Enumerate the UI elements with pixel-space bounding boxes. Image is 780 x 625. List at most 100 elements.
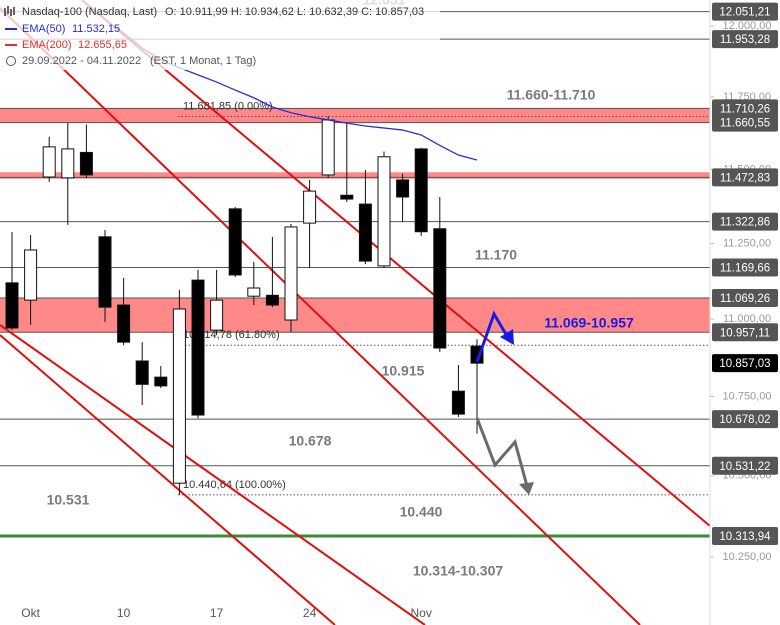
- candle-body: [433, 228, 447, 349]
- candle-body: [42, 146, 56, 178]
- legend-background: [0, 0, 440, 70]
- candle-body: [135, 360, 149, 385]
- y-tick-label: 10.750,00: [723, 390, 772, 402]
- annotation: 10.678: [289, 433, 332, 449]
- candle-icon: [4, 6, 15, 16]
- candle-body: [228, 208, 242, 276]
- candle-body: [284, 226, 298, 321]
- annotation: 10.531: [47, 492, 90, 508]
- candle-body: [358, 203, 372, 262]
- y-tick-label: 12.000,00: [723, 20, 772, 32]
- candle-body: [98, 236, 112, 308]
- level-label: 11.472,83: [720, 172, 770, 184]
- level-label: 11.322,86: [720, 217, 770, 229]
- period-note: (EST, 1 Monat, 1 Tag): [150, 55, 256, 67]
- level-box: [712, 30, 778, 49]
- candle-body: [377, 156, 391, 267]
- zone: [0, 172, 710, 179]
- annotation: 11.170: [475, 247, 517, 263]
- trend-line: [0, 7, 641, 625]
- x-tick-label: Nov: [411, 606, 432, 620]
- period: 29.09.2022 - 04.11.2022: [22, 55, 141, 67]
- blue-arrowhead: [500, 329, 514, 345]
- candle-body: [303, 190, 317, 224]
- fib-label: 10.914,78 (61.80%): [183, 329, 280, 341]
- marks: [5, 19, 484, 495]
- legend-ema200-value: 12.655,65: [78, 39, 127, 51]
- fib-label: 10.440,64 (100.00%): [183, 479, 286, 491]
- level-box: [712, 410, 778, 429]
- level-label: 12.051,21: [719, 7, 770, 19]
- level-box: [712, 527, 778, 546]
- level-box: [712, 168, 778, 187]
- x-tick-label: Okt: [21, 606, 40, 620]
- candle-body: [210, 299, 224, 331]
- level-label: 10.531,22: [719, 461, 770, 473]
- annotation: 10.314-10.307: [413, 563, 504, 579]
- fib-label: 11.681,85 (0.00%): [183, 100, 273, 112]
- legend-ema200: EMA(200): [22, 39, 72, 51]
- annotation: 11.069-10.957: [544, 315, 634, 331]
- level-label: 10.313,94: [719, 531, 771, 543]
- level-label: 11.169,66: [720, 263, 770, 275]
- annotation: 11.660-11.710: [507, 87, 596, 103]
- level-label: 10.857,03: [719, 358, 770, 370]
- level-label: 11.660,55: [720, 118, 770, 130]
- y-tick-label: 10.250,00: [723, 551, 772, 563]
- legend-series: Nasdaq-100 (Nasdaq, Last): [22, 6, 157, 18]
- level-box: [712, 456, 778, 475]
- overlay: Okt 10 17 24 Nov 12.051,21 11.953,28 11.710,26 1…: [21, 0, 778, 620]
- level-label: 11.953,28: [720, 34, 770, 46]
- trend-line: [0, 324, 426, 625]
- x-tick-label: 10: [117, 606, 131, 620]
- clock-icon: [6, 56, 16, 66]
- legend: Nasdaq-100 (Nasdaq, Last) O: 10.911,99 H…: [0, 0, 440, 70]
- candle-body: [451, 390, 465, 415]
- legend-ema50-value: 11.532,15: [72, 23, 120, 35]
- candle-body: [247, 287, 261, 297]
- annotation: 10.915: [382, 363, 425, 379]
- zone: [0, 108, 710, 123]
- level-box: [712, 258, 778, 277]
- candle-body: [79, 151, 93, 176]
- level-label: 11.710,26: [720, 103, 770, 115]
- underlay: 10.250,0010.500,0010.750,0011.000,0011.2…: [0, 11, 772, 563]
- level-box: [712, 113, 778, 132]
- blue-arrow: [475, 310, 509, 363]
- gray-arrow: [475, 417, 529, 487]
- level-box: [712, 288, 778, 307]
- level-label: 11.069,26: [720, 293, 770, 305]
- level-box: [712, 323, 778, 342]
- level-box: [712, 212, 778, 231]
- candle-body: [154, 376, 168, 387]
- candle-body: [340, 194, 354, 200]
- trend-line: [0, 334, 336, 625]
- level-label: 10.957,11: [720, 327, 770, 339]
- trend-line: [81, 0, 711, 527]
- y-tick-label: 11.250,00: [723, 237, 771, 249]
- level-box: [712, 354, 778, 373]
- candle-body: [24, 249, 38, 301]
- candle-body: [321, 119, 335, 176]
- arrows: [475, 310, 534, 495]
- level-box: [712, 2, 778, 21]
- candle-body: [5, 282, 19, 329]
- candle-body: [396, 179, 410, 198]
- level-label: 10.678,02: [719, 414, 770, 426]
- candle-body: [414, 148, 428, 233]
- level-box: [712, 99, 778, 118]
- y-tick-label: 11.000,00: [723, 313, 771, 325]
- candle-body: [172, 308, 186, 484]
- candle-body: [191, 279, 205, 416]
- legend-ohlc: O: 10.911,99 H: 10.934,62 L: 10.632,39 C…: [165, 6, 424, 18]
- legend-ema50: EMA(50): [22, 23, 65, 35]
- annotation: 10.440: [400, 504, 443, 520]
- x-tick-label: 17: [210, 606, 224, 620]
- x-tick-label: 24: [303, 606, 317, 620]
- gray-arrowhead: [519, 482, 534, 495]
- candle-body: [117, 304, 131, 343]
- candle-body: [61, 148, 75, 179]
- trend-lines: [0, 0, 711, 625]
